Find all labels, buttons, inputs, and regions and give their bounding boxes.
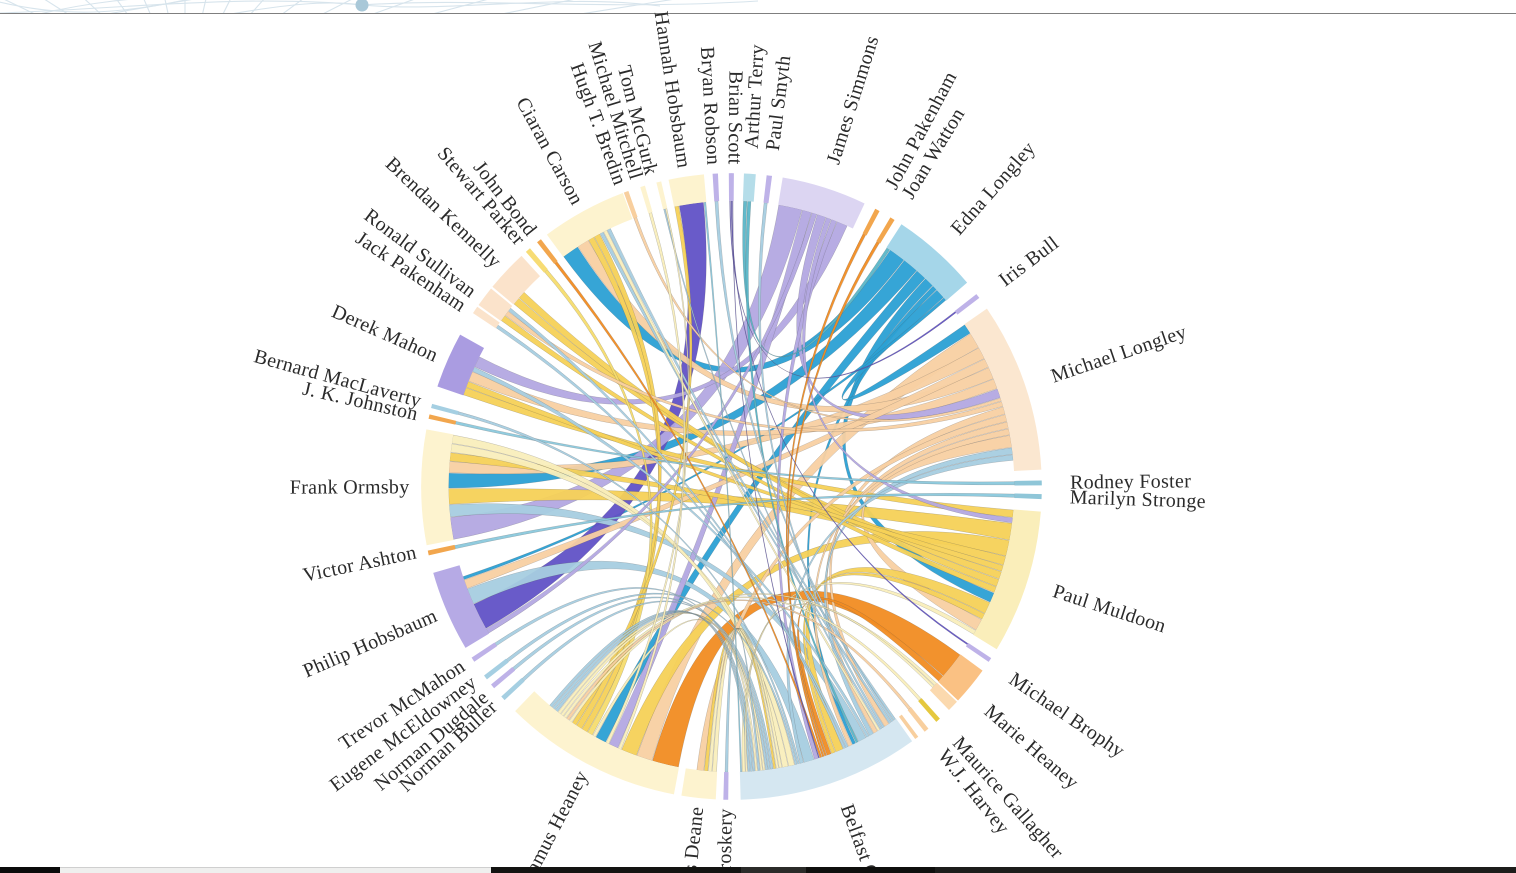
svg-text:Bryan Robson: Bryan Robson — [696, 46, 725, 166]
svg-text:Ciaran Carson: Ciaran Carson — [512, 94, 588, 209]
svg-text:Croskery: Croskery — [714, 808, 737, 873]
svg-text:Paul Muldoon: Paul Muldoon — [1050, 580, 1169, 637]
svg-text:Derek Mahon: Derek Mahon — [328, 301, 441, 367]
svg-text:Iris Bull: Iris Bull — [995, 232, 1063, 291]
svg-text:Victor Ashton: Victor Ashton — [301, 542, 419, 587]
svg-text:Brian Scott: Brian Scott — [724, 71, 747, 165]
svg-text:Belfast Group: Belfast Group — [836, 801, 896, 873]
svg-text:Seamus Heaney: Seamus Heaney — [512, 767, 592, 873]
svg-text:Rodney Foster: Rodney Foster — [1070, 470, 1191, 493]
svg-text:Edna Longley: Edna Longley — [947, 138, 1040, 240]
svg-text:Hannah Hobsbaum: Hannah Hobsbaum — [650, 10, 695, 170]
svg-text:Philip Hobsbaum: Philip Hobsbaum — [300, 605, 441, 683]
svg-text:Michael Longley: Michael Longley — [1048, 321, 1189, 388]
svg-text:Frank Ormsby: Frank Ormsby — [290, 476, 410, 498]
svg-text:Marilyn Stronge: Marilyn Stronge — [1069, 486, 1206, 512]
svg-text:Seamus Deane: Seamus Deane — [673, 806, 708, 873]
svg-text:James Simmons: James Simmons — [823, 33, 884, 167]
